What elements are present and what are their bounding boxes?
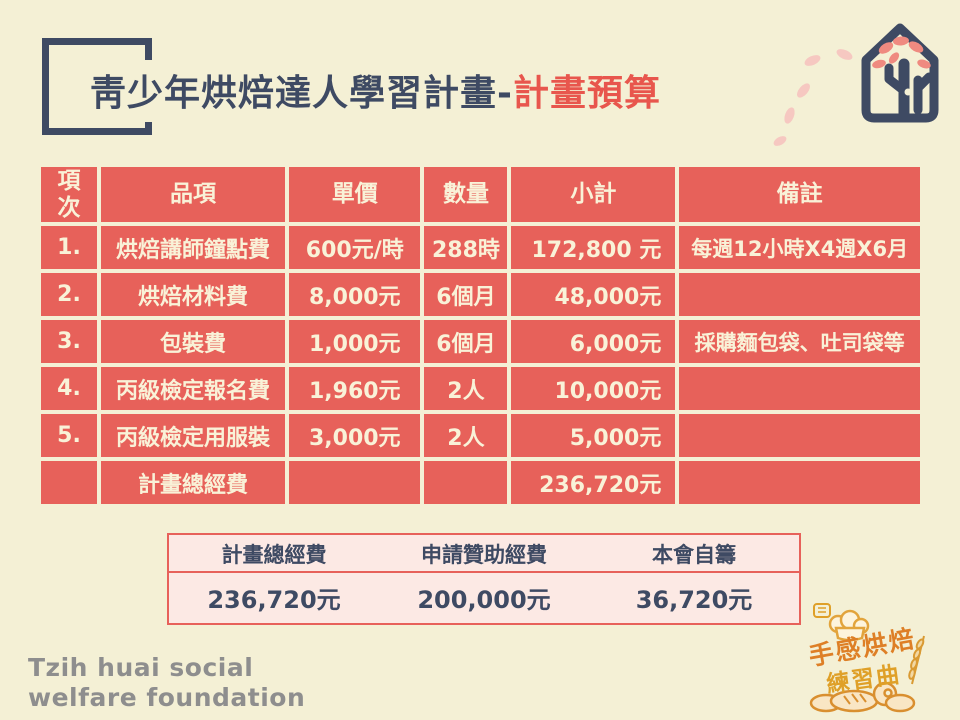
- cell-item: 丙級檢定報名費: [96, 363, 290, 414]
- cell-item: 計畫總經費: [96, 457, 290, 506]
- cell-item: 包裝費: [96, 316, 290, 367]
- cell-item-no: 3.: [39, 316, 101, 367]
- summary-value-row: 236,720元 200,000元 36,720元: [169, 573, 799, 623]
- cell-item-no: 4.: [39, 363, 101, 414]
- cell-quantity: [420, 457, 512, 506]
- cell-subtotal: 10,000元: [507, 363, 680, 414]
- organization-name: Tzih huai social welfare foundation: [28, 653, 305, 712]
- table-row: 2. 烘焙材料費 8,000元 6個月 48,000元: [39, 269, 922, 320]
- col-header-quantity: 數量: [420, 165, 512, 226]
- page-title: 靑少年烘焙達人學習計畫-計畫預算: [86, 60, 671, 122]
- petal-icon: [782, 105, 797, 126]
- cell-item-no: 5.: [39, 410, 101, 461]
- table-row: 1. 烘焙講師鐘點費 600元/時 288時 172,800 元 每週12小時X…: [39, 222, 922, 273]
- cell-unit-price: 8,000元: [285, 269, 425, 320]
- cell-unit-price: 1,960元: [285, 363, 425, 414]
- col-header-item: 品項: [96, 165, 290, 226]
- col-header-unit-price: 單價: [285, 165, 425, 226]
- cell-item-no: 1.: [39, 222, 101, 273]
- summary-header-row: 計畫總經費 申請贊助經費 本會自籌: [169, 535, 799, 573]
- cell-unit-price: 3,000元: [285, 410, 425, 461]
- cell-subtotal: 172,800 元: [507, 222, 680, 273]
- cell-unit-price: 1,000元: [285, 316, 425, 367]
- title-main: 靑少年烘焙達人學習計畫-: [90, 73, 513, 114]
- col-header-item-no: 項次: [39, 165, 101, 226]
- cell-item: 烘焙講師鐘點費: [96, 222, 290, 273]
- summary-value-sponsored: 200,000元: [417, 586, 551, 614]
- cell-item-no: 2.: [39, 269, 101, 320]
- cell-subtotal: 236,720元: [507, 457, 680, 506]
- petal-icon: [794, 81, 813, 100]
- table-header-row: 項次 品項 單價 數量 小計 備註: [39, 165, 922, 226]
- stamp-graphics-icon: [809, 603, 925, 713]
- cell-quantity: 6個月: [420, 316, 512, 367]
- summary-header-total: 計畫總經費: [221, 543, 327, 567]
- summary-header-self: 本會自籌: [652, 543, 736, 567]
- summary-value-total: 236,720元: [207, 586, 341, 614]
- summary-value-self: 36,720元: [635, 586, 753, 614]
- col-header-subtotal: 小計: [507, 165, 680, 226]
- budget-table: 項次 品項 單價 數量 小計 備註 1. 烘焙講師鐘點費 600元/時 288時…: [39, 165, 922, 506]
- petal-icon: [802, 52, 823, 69]
- organization-name-line2: welfare foundation: [28, 682, 306, 712]
- cell-quantity: 2人: [420, 363, 512, 414]
- cell-note: [675, 363, 922, 414]
- cell-subtotal: 5,000元: [507, 410, 680, 461]
- petal-icon: [771, 134, 789, 148]
- house-tree-logo-icon: [861, 23, 939, 123]
- cell-subtotal: 48,000元: [507, 269, 680, 320]
- cell-unit-price: 600元/時: [285, 222, 425, 273]
- col-header-note: 備註: [675, 165, 922, 226]
- cell-quantity: 6個月: [420, 269, 512, 320]
- cell-item: 丙級檢定用服裝: [96, 410, 290, 461]
- cell-subtotal: 6,000元: [507, 316, 680, 367]
- cell-note: [675, 457, 922, 506]
- cell-note: [675, 410, 922, 461]
- summary-header-sponsored: 申請贊助經費: [421, 543, 547, 567]
- organization-name-line1: Tzih huai social: [28, 653, 254, 682]
- table-row: 4. 丙級檢定報名費 1,960元 2人 10,000元: [39, 363, 922, 414]
- cell-note: [675, 269, 922, 320]
- table-row: 5. 丙級檢定用服裝 3,000元 2人 5,000元: [39, 410, 922, 461]
- cell-item-no: [39, 457, 101, 506]
- cell-item: 烘焙材料費: [96, 269, 290, 320]
- table-row: 3. 包裝費 1,000元 6個月 6,000元 採購麵包袋、吐司袋等: [39, 316, 922, 367]
- cell-note: 採購麵包袋、吐司袋等: [675, 316, 922, 367]
- table-total-row: 計畫總經費 236,720元: [39, 457, 922, 506]
- title-highlight: 計畫預算: [512, 73, 661, 114]
- handmade-baking-stamp-icon: 手感烘焙 練習曲: [792, 602, 950, 717]
- cell-note: 每週12小時X4週X6月: [675, 222, 922, 273]
- cell-quantity: 2人: [420, 410, 512, 461]
- cell-unit-price: [285, 457, 425, 506]
- funding-summary-table: 計畫總經費 申請贊助經費 本會自籌 236,720元 200,000元 36,7…: [167, 533, 801, 625]
- cell-quantity: 288時: [420, 222, 512, 273]
